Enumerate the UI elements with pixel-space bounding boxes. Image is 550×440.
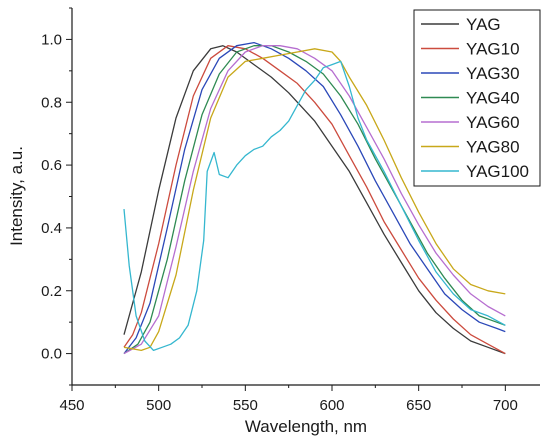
series-line-yag100	[123, 60, 506, 352]
legend-label: YAG40	[466, 89, 520, 108]
x-tick-label: 700	[493, 397, 518, 414]
y-tick-label: 0.8	[41, 94, 62, 111]
x-axis-ticks: 450 500 550 600 650 700	[59, 385, 518, 414]
legend: YAG YAG10 YAG30 YAG40 YAG60 YAG80 YAG100	[413, 9, 541, 187]
y-tick-label: 0.4	[41, 220, 62, 237]
legend-label: YAG60	[466, 113, 520, 132]
x-axis-title: Wavelength, nm	[245, 417, 367, 436]
x-tick-label: 650	[406, 397, 431, 414]
legend-label: YAG30	[466, 64, 520, 83]
legend-label: YAG80	[466, 138, 520, 157]
series-line-yag80	[123, 48, 506, 352]
x-tick-label: 500	[146, 397, 171, 414]
legend-label: YAG	[466, 15, 501, 34]
series-line-yag40	[123, 45, 506, 355]
x-tick-label: 600	[319, 397, 344, 414]
legend-label: YAG100	[466, 162, 529, 181]
x-tick-label: 550	[233, 397, 258, 414]
x-tick-label: 450	[59, 397, 84, 414]
y-tick-label: 0.0	[41, 346, 62, 363]
series-line-yag	[123, 45, 506, 355]
series-layer	[123, 41, 506, 355]
series-line-yag30	[123, 41, 506, 354]
y-tick-label: 0.6	[41, 157, 62, 174]
y-tick-label: 1.0	[41, 31, 62, 48]
y-axis-ticks: 0.0 0.2 0.4 0.6 0.8 1.0	[41, 7, 72, 386]
series-line-yag10	[123, 45, 506, 355]
y-axis-title: Intensity, a.u.	[7, 146, 26, 246]
y-tick-label: 0.2	[41, 283, 62, 300]
series-line-yag60	[123, 45, 506, 355]
legend-label: YAG10	[466, 40, 520, 59]
